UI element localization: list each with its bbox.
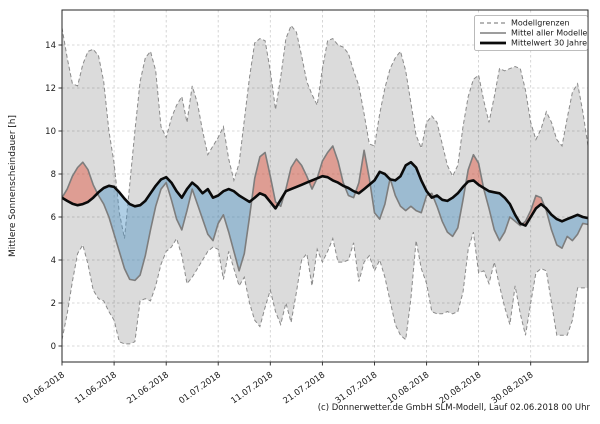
x-tick-label: 20.08.2018 — [438, 370, 484, 406]
copyright-caption: (c) Donnerwetter.de GmbH SLM-Modell, Lau… — [318, 403, 591, 413]
below-normal-fill — [483, 187, 522, 241]
y-tick-label: 14 — [45, 41, 56, 51]
x-tick-labels: 01.06.2018 11.06.2018 21.06.2018 01.07.2018… — [21, 370, 535, 406]
x-tick-label: 01.07.2018 — [177, 370, 223, 406]
x-tick-label: 21.06.2018 — [125, 370, 171, 406]
model-lower-bound-line — [62, 231, 588, 345]
y-tick-label: 8 — [51, 170, 56, 180]
y-tick-label: 2 — [51, 299, 56, 309]
x-tick-label: 30.08.2018 — [490, 370, 536, 406]
model-range-band-fill — [62, 25, 588, 344]
y-tick-label: 6 — [51, 213, 56, 223]
legend-label-mittelwert-30-jahre: Mittelwert 30 Jahre — [511, 39, 587, 48]
model-range-band — [62, 24, 588, 345]
model-mean-line — [62, 145, 588, 282]
x-tick-label: 01.06.2018 — [21, 370, 67, 406]
above-normal-fill — [465, 154, 484, 188]
x-tick-label: 21.07.2018 — [282, 370, 328, 406]
climate-mean-line — [62, 160, 588, 227]
y-tick-label: 10 — [45, 127, 56, 137]
model-upper-bound-line — [62, 24, 588, 239]
y-tick-label: 12 — [45, 84, 56, 94]
y-tick-labels: 0 2 4 6 8 10 12 14 — [45, 41, 56, 352]
x-tick-label: 11.06.2018 — [73, 370, 119, 406]
x-tick-label: 31.07.2018 — [334, 370, 380, 406]
below-normal-fill — [545, 207, 588, 249]
legend-label-modellgrenzen: Modellgrenzen — [511, 19, 570, 28]
legend-label-mittel-aller-modelle: Mittel aller Modelle — [511, 29, 587, 38]
below-normal-fill — [390, 162, 430, 213]
below-normal-fill — [97, 177, 252, 281]
axis-ticks — [58, 44, 532, 366]
x-tick-label: 11.07.2018 — [229, 370, 275, 406]
y-tick-label: 0 — [51, 342, 56, 352]
below-normal-fill — [344, 186, 356, 198]
plot-frame — [61, 9, 589, 363]
below-normal-fill — [370, 171, 390, 220]
y-axis-title: Mittlere Sonnenscheindauer [h] — [8, 115, 18, 257]
y-tick-label: 4 — [51, 256, 56, 266]
above-normal-fill — [284, 159, 309, 194]
series-lines — [62, 145, 588, 282]
x-tick-label: 10.08.2018 — [386, 370, 432, 406]
below-normal-fill — [433, 184, 466, 237]
legend: Modellgrenzen Mittel aller Modelle Mitte… — [474, 15, 588, 51]
